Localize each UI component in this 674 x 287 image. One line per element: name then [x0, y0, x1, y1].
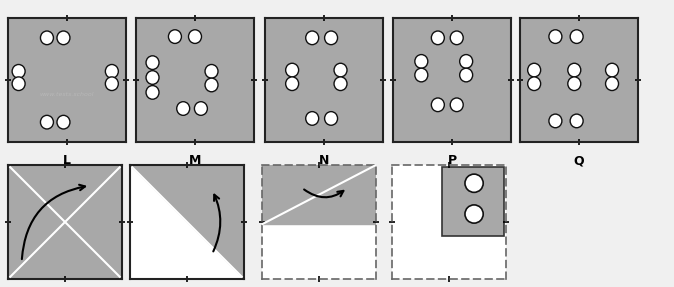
Circle shape	[146, 71, 159, 84]
Polygon shape	[262, 165, 376, 224]
Circle shape	[570, 30, 583, 43]
Circle shape	[286, 77, 299, 90]
Circle shape	[605, 77, 619, 90]
Circle shape	[549, 30, 562, 43]
Circle shape	[105, 77, 119, 90]
Text: M: M	[189, 154, 201, 167]
Circle shape	[528, 77, 541, 90]
FancyArrowPatch shape	[22, 185, 85, 259]
Circle shape	[528, 63, 541, 77]
Circle shape	[205, 78, 218, 92]
Circle shape	[431, 98, 444, 112]
Text: www.tests.school: www.tests.school	[40, 92, 94, 97]
Circle shape	[12, 77, 25, 90]
Circle shape	[12, 65, 25, 78]
Bar	[442, 167, 503, 236]
Circle shape	[325, 112, 338, 125]
Text: L: L	[63, 154, 71, 167]
Circle shape	[450, 98, 463, 112]
Circle shape	[568, 77, 581, 90]
Polygon shape	[130, 165, 244, 279]
Circle shape	[189, 30, 202, 43]
Circle shape	[568, 63, 581, 77]
Circle shape	[460, 68, 472, 82]
Circle shape	[168, 30, 181, 43]
Circle shape	[40, 115, 53, 129]
Circle shape	[325, 31, 338, 45]
Circle shape	[177, 102, 189, 115]
Circle shape	[570, 114, 583, 128]
Circle shape	[57, 31, 70, 45]
Circle shape	[306, 112, 319, 125]
Circle shape	[286, 63, 299, 77]
Circle shape	[146, 86, 159, 99]
Circle shape	[194, 102, 208, 115]
Circle shape	[105, 65, 119, 78]
Circle shape	[334, 77, 347, 90]
Circle shape	[415, 68, 428, 82]
Text: P: P	[448, 154, 456, 167]
Circle shape	[146, 56, 159, 69]
Circle shape	[334, 63, 347, 77]
Circle shape	[465, 174, 483, 192]
Circle shape	[415, 55, 428, 68]
FancyArrowPatch shape	[213, 195, 220, 251]
Circle shape	[40, 31, 53, 45]
Circle shape	[460, 55, 472, 68]
Text: Q: Q	[574, 154, 584, 167]
Circle shape	[205, 65, 218, 78]
Circle shape	[450, 31, 463, 45]
Circle shape	[431, 31, 444, 45]
Circle shape	[57, 115, 70, 129]
Circle shape	[549, 114, 562, 128]
Text: N: N	[319, 154, 329, 167]
Circle shape	[465, 205, 483, 223]
Circle shape	[605, 63, 619, 77]
Circle shape	[306, 31, 319, 45]
FancyArrowPatch shape	[304, 189, 343, 197]
